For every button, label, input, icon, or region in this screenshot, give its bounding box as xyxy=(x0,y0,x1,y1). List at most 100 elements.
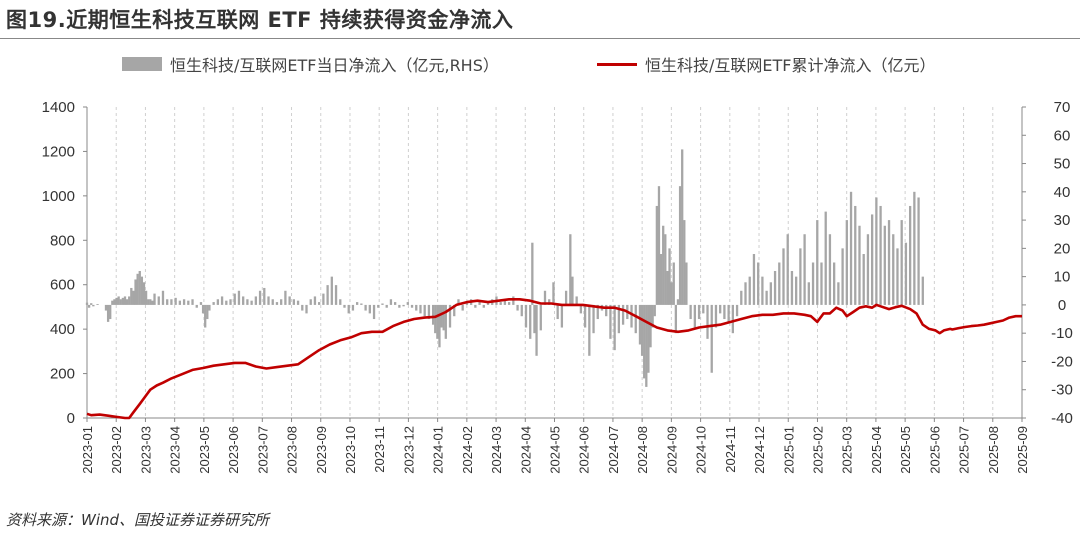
bar-daily-inflow xyxy=(757,262,760,305)
bar-daily-inflow xyxy=(423,304,426,317)
bar-daily-inflow xyxy=(870,214,874,305)
bar-daily-inflow xyxy=(778,262,781,305)
bar-daily-inflow xyxy=(448,304,452,328)
bar-daily-inflow xyxy=(161,290,165,305)
bar-daily-inflow xyxy=(398,304,401,308)
bar-daily-inflow xyxy=(438,304,441,348)
bar-daily-inflow xyxy=(535,304,538,356)
bar-daily-inflow xyxy=(640,304,644,356)
bar-daily-inflow xyxy=(803,234,806,305)
x-tick-label: 2023-02 xyxy=(109,426,124,474)
x-tick-label: 2025-05 xyxy=(898,426,913,474)
bar-daily-inflow xyxy=(685,262,688,305)
bar-daily-inflow xyxy=(233,293,236,305)
bar-daily-inflow xyxy=(199,302,203,305)
right-tick-label: -40 xyxy=(1051,410,1073,427)
bar-daily-inflow xyxy=(453,304,456,317)
x-tick-label: 2024-12 xyxy=(752,426,767,474)
bar-daily-inflow xyxy=(132,290,135,305)
bar-daily-inflow xyxy=(216,299,220,305)
bar-daily-inflow xyxy=(431,304,435,325)
bar-daily-inflow xyxy=(548,299,551,305)
bar-daily-inflow xyxy=(178,300,182,305)
right-tick-label: 60 xyxy=(1054,127,1071,144)
bar-daily-inflow xyxy=(828,234,832,305)
bar-daily-inflow xyxy=(292,299,295,305)
bar-daily-inflow xyxy=(841,248,844,305)
right-tick-label: 50 xyxy=(1054,156,1071,173)
left-tick-label: 600 xyxy=(50,277,75,294)
bar-daily-inflow xyxy=(229,299,232,305)
bar-daily-inflow xyxy=(706,304,709,339)
right-tick-label: 70 xyxy=(1054,99,1071,116)
x-tick-label: 2024-08 xyxy=(635,426,650,474)
bar-daily-inflow xyxy=(503,299,507,305)
bar-daily-inflow xyxy=(360,303,363,305)
bar-daily-inflow xyxy=(356,302,359,305)
bar-daily-inflow xyxy=(301,304,304,311)
bar-daily-inflow xyxy=(142,282,146,305)
bar-daily-inflow xyxy=(427,304,431,320)
bar-daily-inflow xyxy=(683,220,686,305)
bar-daily-inflow xyxy=(714,304,718,328)
bar-daily-inflow xyxy=(575,296,578,305)
bar-daily-inflow xyxy=(811,262,815,305)
bar-daily-inflow xyxy=(592,304,595,334)
x-tick-label: 2023-05 xyxy=(197,426,212,474)
bar-daily-inflow xyxy=(237,290,241,305)
bar-daily-inflow xyxy=(267,296,270,305)
bar-daily-inflow xyxy=(157,296,160,305)
bar-daily-inflow xyxy=(662,225,665,305)
left-tick-label: 1000 xyxy=(42,188,75,205)
bar-daily-inflow xyxy=(617,304,621,334)
bar-daily-inflow xyxy=(225,300,228,305)
x-tick-label: 2024-03 xyxy=(489,426,504,474)
bar-daily-inflow xyxy=(875,197,878,305)
bar-daily-inflow xyxy=(486,302,490,305)
right-tick-label: 30 xyxy=(1054,212,1071,229)
bar-daily-inflow xyxy=(322,293,325,305)
bar-daily-inflow xyxy=(710,304,713,373)
bar-daily-inflow xyxy=(524,304,528,328)
bar-daily-inflow xyxy=(664,234,667,305)
bar-daily-inflow xyxy=(799,248,802,305)
bar-daily-inflow xyxy=(151,300,154,305)
bar-daily-inflow xyxy=(415,304,418,311)
bar-daily-inflow xyxy=(288,296,291,305)
bar-daily-inflow xyxy=(138,270,141,305)
bar-daily-inflow xyxy=(204,304,207,328)
x-tick-label: 2025-07 xyxy=(957,426,972,474)
bar-daily-inflow xyxy=(254,296,257,305)
x-tick-label: 2024-06 xyxy=(577,426,592,474)
x-tick-label: 2025-02 xyxy=(810,426,825,474)
bar-daily-inflow xyxy=(676,299,680,305)
bar-daily-inflow xyxy=(263,287,266,305)
bar-daily-inflow xyxy=(668,248,671,305)
bar-daily-inflow xyxy=(96,304,99,305)
bar-daily-inflow xyxy=(313,296,317,305)
right-tick-label: -30 xyxy=(1051,382,1073,399)
x-tick-label: 2023-07 xyxy=(255,426,270,474)
bar-daily-inflow xyxy=(816,220,819,305)
x-tick-label: 2024-11 xyxy=(723,426,738,473)
bar-daily-inflow xyxy=(305,304,308,314)
left-tick-label: 400 xyxy=(50,321,75,338)
bar-daily-inflow xyxy=(478,300,481,305)
bar-daily-inflow xyxy=(719,304,722,314)
bar-daily-inflow xyxy=(499,302,502,305)
bar-daily-inflow xyxy=(723,304,726,320)
bar-daily-inflow xyxy=(134,279,137,305)
bar-daily-inflow xyxy=(381,303,384,305)
bar-daily-inflow xyxy=(440,304,443,328)
bar-daily-inflow xyxy=(330,276,333,305)
bar-daily-inflow xyxy=(242,296,245,305)
x-tick-label: 2024-07 xyxy=(606,426,621,474)
bar-daily-inflow xyxy=(377,304,380,308)
bar-daily-inflow xyxy=(670,282,673,305)
bar-daily-inflow xyxy=(752,254,756,305)
bar-daily-inflow xyxy=(444,304,447,339)
x-tick-label: 2025-04 xyxy=(869,426,884,474)
bar-daily-inflow xyxy=(862,254,865,305)
right-tick-label: 0 xyxy=(1058,297,1066,314)
bar-daily-inflow xyxy=(765,290,768,305)
